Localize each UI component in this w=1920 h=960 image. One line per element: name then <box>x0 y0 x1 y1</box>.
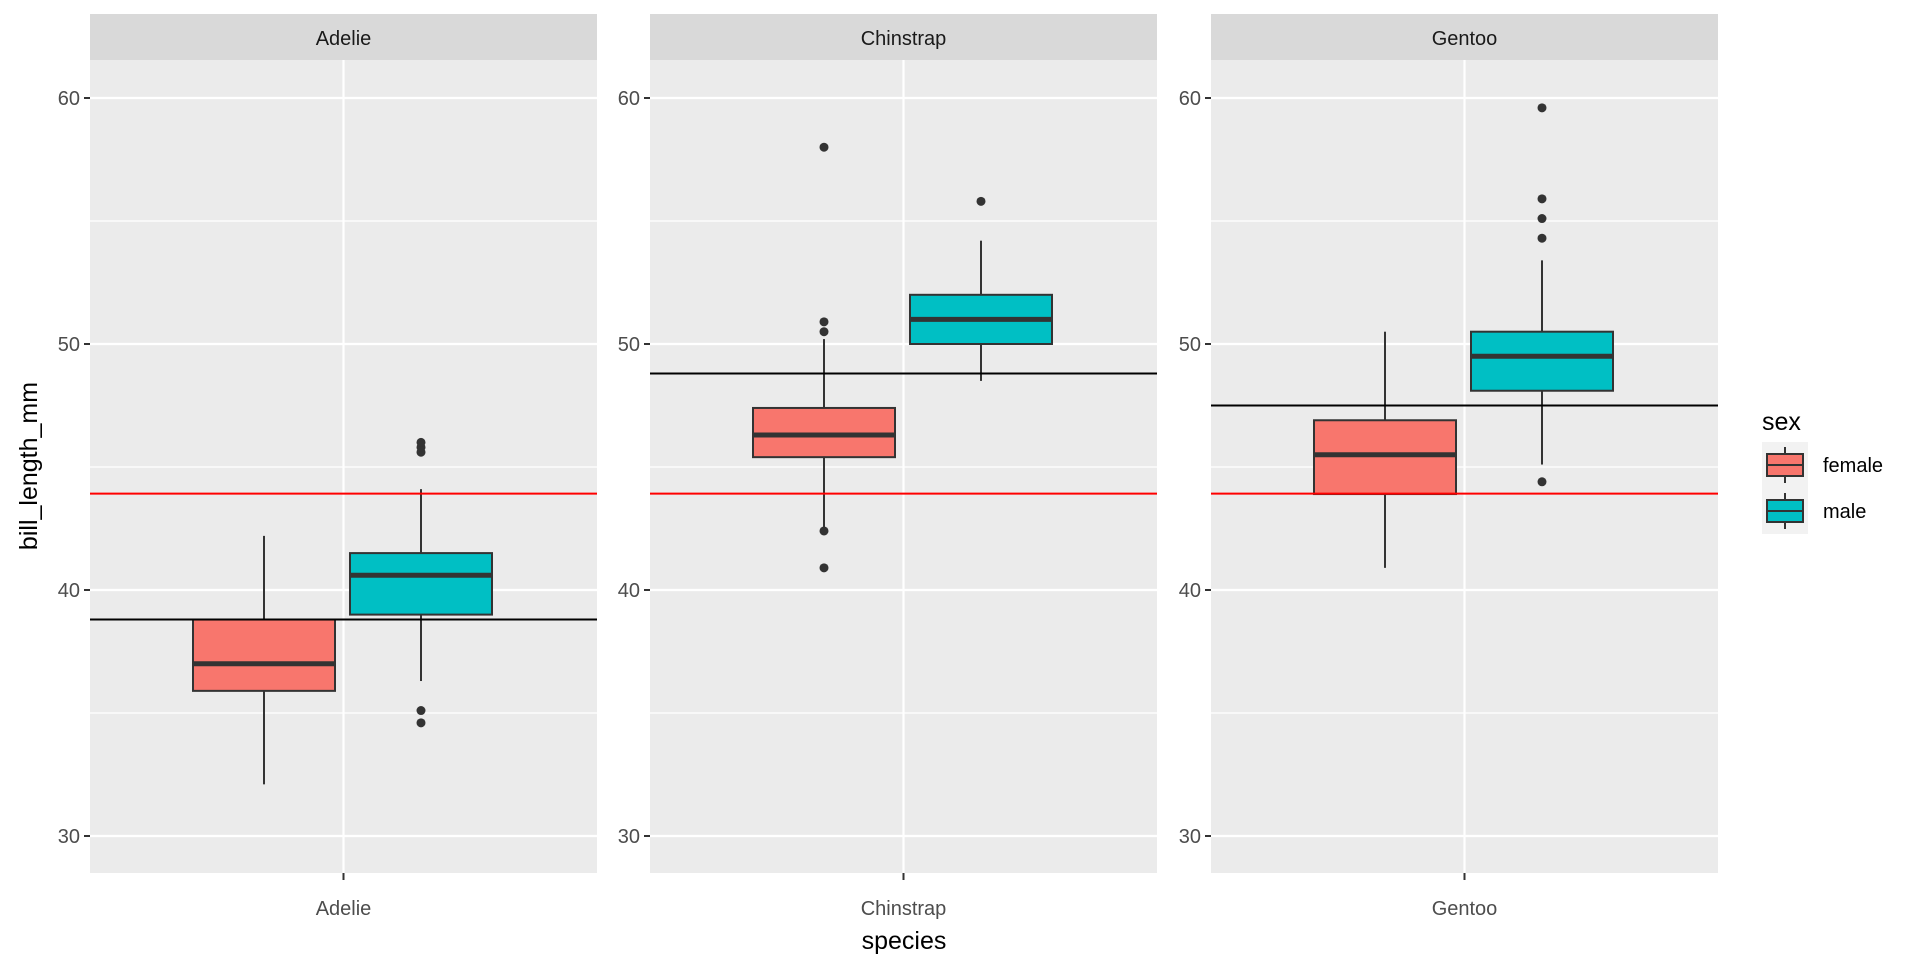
x-tick-label: Chinstrap <box>861 898 947 920</box>
outlier-point <box>1537 233 1547 243</box>
y-tick-label: 50 <box>58 334 80 356</box>
y-tick-label: 60 <box>1179 88 1201 110</box>
box-iqr <box>349 552 493 616</box>
y-tick-label: 30 <box>1179 826 1201 848</box>
legend-entry-male: male <box>1766 493 1866 529</box>
outlier-point <box>1537 214 1547 224</box>
y-tick-label: 30 <box>58 826 80 848</box>
facet-strip-label: Adelie <box>316 28 372 50</box>
outlier-point <box>819 563 829 573</box>
y-tick-label: 30 <box>618 826 640 848</box>
outlier-point <box>819 327 829 337</box>
box-adelie-male <box>349 437 493 728</box>
y-tick-label: 40 <box>1179 580 1201 602</box>
outlier-point <box>819 526 829 536</box>
outlier-point <box>1537 477 1547 487</box>
facet-strip-label: Chinstrap <box>861 28 947 50</box>
facet-strip-label: Gentoo <box>1432 28 1498 50</box>
box-chinstrap-male <box>909 196 1053 381</box>
y-tick-label: 60 <box>58 88 80 110</box>
outlier-point <box>819 317 829 327</box>
facet-panel-gentoo: Gentoo 30 40 50 60 Gentoo <box>1179 14 1718 920</box>
outlier-point <box>1537 103 1547 113</box>
box-chinstrap-female <box>752 142 896 573</box>
facet-strip <box>650 14 1157 60</box>
facet-strip <box>1211 14 1718 60</box>
facet-panel-adelie: Adelie 30 40 50 60 Adelie <box>58 14 597 920</box>
legend-label: female <box>1823 455 1883 477</box>
facet-strip <box>90 14 597 60</box>
box-gentoo-female <box>1313 331 1457 568</box>
legend-entry-female: female <box>1766 447 1883 483</box>
box-adelie-female <box>192 535 336 785</box>
x-tick-label: Adelie <box>316 898 372 920</box>
y-tick-label: 60 <box>618 88 640 110</box>
outlier-point <box>416 437 426 447</box>
facet-panel-chinstrap: Chinstrap 30 40 50 60 Chinstrap <box>618 14 1157 920</box>
legend: sex female male <box>1762 408 1883 534</box>
legend-label: male <box>1823 501 1866 523</box>
box-iqr <box>192 618 336 692</box>
x-axis-title: species <box>862 927 947 955</box>
y-axis-title: bill_length_mm <box>15 382 43 550</box>
facet-panels: Adelie30405060AdelieChinstrap30405060Chi… <box>58 14 1718 920</box>
y-tick-label: 50 <box>618 334 640 356</box>
outlier-point <box>976 196 986 206</box>
outlier-point <box>819 142 829 152</box>
outlier-point <box>1537 194 1547 204</box>
outlier-point <box>416 706 426 716</box>
legend-title: sex <box>1762 408 1801 436</box>
outlier-point <box>416 718 426 728</box>
x-tick-label: Gentoo <box>1432 898 1498 920</box>
box-gentoo-male <box>1470 103 1614 487</box>
y-tick-label: 50 <box>1179 334 1201 356</box>
box-iqr <box>1470 330 1614 392</box>
y-tick-label: 40 <box>58 580 80 602</box>
y-tick-label: 40 <box>618 580 640 602</box>
